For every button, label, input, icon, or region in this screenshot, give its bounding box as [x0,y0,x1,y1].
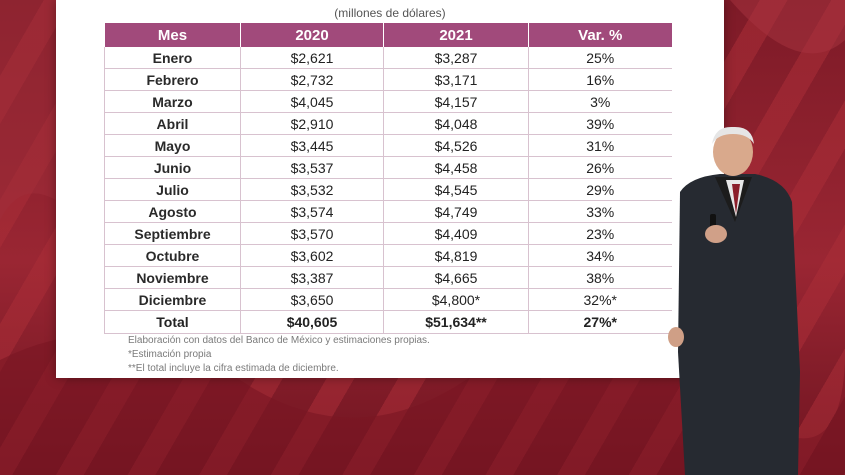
speaker-tie [732,184,740,214]
cell-value-2020: $3,650 [240,288,384,311]
footnote-total: **El total incluye la cifra estimada de … [128,363,339,374]
cell-month: Marzo [104,90,241,113]
table-row: Diciembre $3,650 $4,800* 32%* [104,288,672,311]
speaker-hair [712,126,754,144]
cell-month: Octubre [104,244,241,267]
header-variation: Var. % [528,23,672,47]
header-2020: 2020 [240,23,384,47]
cell-value-2021: $4,409 [383,222,529,245]
cell-value-2020: $2,732 [240,68,384,91]
cell-value-2020: $4,045 [240,90,384,113]
cell-month: Mayo [104,134,241,157]
total-value-2020: $40,605 [240,310,384,334]
cell-value-2020: $2,621 [240,47,384,69]
header-month: Mes [104,23,241,47]
cell-month: Enero [104,47,241,69]
cell-month: Abril [104,112,241,135]
cell-month: Febrero [104,68,241,91]
cell-month: Septiembre [104,222,241,245]
cell-variation: 16% [528,68,672,91]
table-row: Febrero $2,732 $3,171 16% [104,68,672,91]
speaker-left-hand [668,327,684,347]
speaker-figure [668,126,800,475]
speaker-hand [705,225,727,243]
cell-value-2021: $3,171 [383,68,529,91]
cell-variation: 39% [528,112,672,135]
cell-variation: 32%* [528,288,672,311]
cell-value-2020: $3,602 [240,244,384,267]
cell-value-2021: $4,800* [383,288,529,311]
cell-variation: 38% [528,266,672,289]
cell-value-2021: $4,749 [383,200,529,223]
remittances-table: Mes 2020 2021 Var. % Enero $2,621 $3,287 25… [104,23,672,334]
table-row: Mayo $3,445 $4,526 31% [104,134,672,157]
cell-variation: 25% [528,47,672,69]
cell-value-2021: $4,545 [383,178,529,201]
footnote-estimate: *Estimación propia [128,349,212,360]
table-header-row: Mes 2020 2021 Var. % [104,23,672,47]
footnote-source: Elaboración con datos del Banco de Méxic… [128,335,430,346]
cell-month: Julio [104,178,241,201]
cell-month: Diciembre [104,288,241,311]
cell-variation: 33% [528,200,672,223]
cell-value-2021: $4,819 [383,244,529,267]
table-row: Noviembre $3,387 $4,665 38% [104,266,672,289]
slide-subtitle: (millones de dólares) [334,6,446,20]
header-2021: 2021 [383,23,529,47]
cell-value-2020: $3,387 [240,266,384,289]
cell-value-2020: $3,532 [240,178,384,201]
cell-value-2020: $2,910 [240,112,384,135]
cell-value-2020: $3,570 [240,222,384,245]
cell-variation: 31% [528,134,672,157]
table-row: Enero $2,621 $3,287 25% [104,47,672,69]
cell-month: Noviembre [104,266,241,289]
cell-value-2020: $3,574 [240,200,384,223]
table-row: Abril $2,910 $4,048 39% [104,112,672,135]
cell-value-2021: $4,157 [383,90,529,113]
cell-variation: 29% [528,178,672,201]
speaker-face [713,128,753,176]
cell-month: Agosto [104,200,241,223]
cell-value-2021: $4,048 [383,112,529,135]
cell-value-2021: $4,526 [383,134,529,157]
projection-screen: (millones de dólares) Mes 2020 2021 Var.… [56,0,724,378]
cell-value-2021: $3,287 [383,47,529,69]
cell-variation: 26% [528,156,672,179]
cell-value-2020: $3,445 [240,134,384,157]
total-value-2021: $51,634** [383,310,529,334]
cell-variation: 23% [528,222,672,245]
cell-variation: 3% [528,90,672,113]
total-variation: 27%* [528,310,672,334]
cell-value-2021: $4,665 [383,266,529,289]
cell-value-2020: $3,537 [240,156,384,179]
speaker-coat [678,174,800,475]
total-month: Total [104,310,241,334]
table-row: Junio $3,537 $4,458 26% [104,156,672,179]
cell-month: Junio [104,156,241,179]
table-row: Septiembre $3,570 $4,409 23% [104,222,672,245]
table-row: Marzo $4,045 $4,157 3% [104,90,672,113]
cell-variation: 34% [528,244,672,267]
cell-value-2021: $4,458 [383,156,529,179]
table-total-row: Total $40,605 $51,634** 27%* [104,310,672,334]
footnotes: Elaboración con datos del Banco de Méxic… [128,334,430,376]
table-row: Julio $3,532 $4,545 29% [104,178,672,201]
table-row: Agosto $3,574 $4,749 33% [104,200,672,223]
table-row: Octubre $3,602 $4,819 34% [104,244,672,267]
